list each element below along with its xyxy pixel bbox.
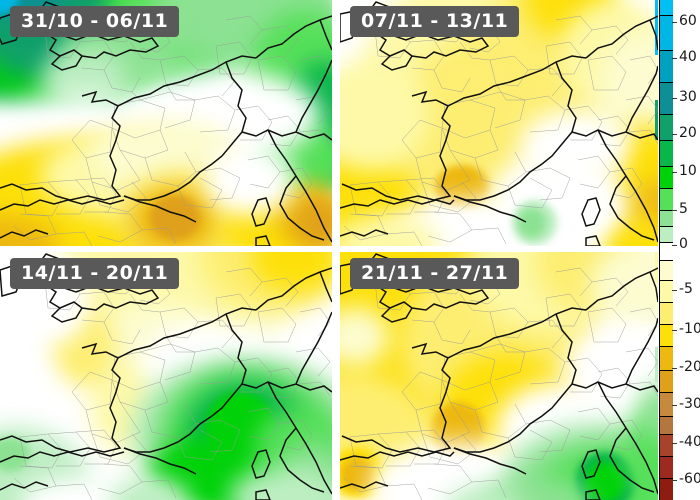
colorbar-swatch: [660, 166, 673, 188]
colorbar-swatch: [660, 226, 673, 242]
colorbar-swatch: [660, 260, 673, 280]
colorbar-tick-label: -40: [679, 434, 700, 450]
anomaly-field-3: [0, 252, 332, 500]
colorbar-tick: 5: [672, 201, 700, 217]
colorbar-swatch: [660, 478, 673, 500]
colorbar-tick-label: -60: [679, 471, 700, 487]
colorbar-tick: 10: [672, 163, 700, 179]
colorbar-swatch: [660, 324, 673, 346]
colorbar-swatch: [660, 140, 673, 166]
colorbar-tick-mark: [672, 368, 677, 369]
colorbar-swatch: [660, 370, 673, 392]
colorbar-tick: -10: [672, 321, 700, 337]
map-panel-2[interactable]: 07/11 - 13/11: [340, 0, 658, 246]
panel-date-badge-1: 31/10 - 06/11: [10, 6, 180, 37]
colorbar-swatch: [660, 302, 673, 324]
colorbar-tick-mark: [672, 480, 677, 481]
colorbar-tick-label: 20: [679, 125, 697, 141]
colorbar-swatch: [660, 114, 673, 140]
colorbar-swatch: [660, 346, 673, 370]
map-panel-4[interactable]: 21/11 - 27/11: [340, 252, 658, 500]
colorbar-swatch: [660, 280, 673, 302]
colorbar-swatch: [660, 434, 673, 456]
colorbar-tick-mark: [672, 290, 677, 291]
colorbar-tick-label: -5: [679, 281, 693, 297]
colorbar-tick-mark: [672, 58, 677, 59]
geography-overlay-4: [340, 252, 658, 500]
panel-date-badge-4: 21/11 - 27/11: [350, 258, 520, 289]
colorbar-tick-mark: [672, 443, 677, 444]
colorbar-swatch: [660, 210, 673, 226]
colorbar-tick: 20: [672, 125, 700, 141]
colorbar-tick: 40: [672, 49, 700, 65]
colorbar-swatch: [660, 456, 673, 478]
geography-overlay-3: [0, 252, 332, 500]
colorbar-tick-mark: [672, 172, 677, 173]
colorbar-tick: 30: [672, 89, 700, 105]
map-panel-3[interactable]: 14/11 - 20/11: [0, 252, 332, 500]
colorbar-swatch: [660, 15, 673, 50]
colorbar-tick-label: -10: [679, 321, 700, 337]
colorbar-tick-mark: [672, 245, 677, 246]
colorbar-tick-label: 60: [679, 13, 697, 29]
colorbar-swatch: [660, 82, 673, 114]
colorbar-tick-label: -20: [679, 359, 700, 375]
colorbar-tick-mark: [672, 405, 677, 406]
colorbar-ticks: 60 40 30 20 10 5 0 -5 -10 -20 -30 -40 -60: [672, 0, 700, 500]
colorbar-tick-mark: [672, 98, 677, 99]
colorbar-tick-mark: [672, 134, 677, 135]
colorbar-tick-label: 30: [679, 89, 697, 105]
colorbar-tick-label: 0: [679, 236, 688, 252]
colorbar-swatch: [660, 188, 673, 210]
colorbar-swatch: [660, 50, 673, 82]
colorbar-tick-label: 5: [679, 201, 688, 217]
colorbar-tick-mark: [672, 330, 677, 331]
panel-grid: 31/10 - 06/11: [0, 0, 658, 500]
colorbar-tick-label: -30: [679, 396, 700, 412]
colorbar-tick: -30: [672, 396, 700, 412]
colorbar-tick-label: 40: [679, 49, 697, 65]
legend-background: [672, 0, 700, 500]
colorbar-tick: -60: [672, 471, 700, 487]
colorbar-tick-label: 10: [679, 163, 697, 179]
colorbar-tick: -40: [672, 434, 700, 450]
colorbar-tick: 60: [672, 13, 700, 29]
colorbar-tick-mark: [672, 210, 677, 211]
colorbar: [659, 0, 673, 500]
colorbar-tick: -20: [672, 359, 700, 375]
anomaly-field-4: [340, 252, 658, 500]
colorbar-tick-mark: [672, 22, 677, 23]
colorbar-tick: 0: [672, 236, 700, 252]
panel-date-badge-3: 14/11 - 20/11: [10, 258, 180, 289]
map-panel-1[interactable]: 31/10 - 06/11: [0, 0, 332, 246]
colorbar-swatch: [660, 392, 673, 416]
panel-date-badge-2: 07/11 - 13/11: [350, 6, 520, 37]
colorbar-swatch: [660, 242, 673, 260]
colorbar-swatch: [660, 416, 673, 434]
colorbar-swatch: [660, 0, 673, 15]
colorbar-tick: -5: [672, 281, 700, 297]
